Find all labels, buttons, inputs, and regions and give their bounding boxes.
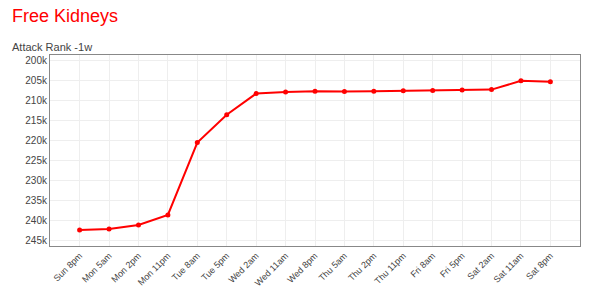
svg-text:Tue 5pm: Tue 5pm <box>199 251 231 283</box>
svg-text:240k: 240k <box>25 215 48 226</box>
svg-text:Sun 8pm: Sun 8pm <box>52 251 85 284</box>
svg-text:225k: 225k <box>25 155 48 166</box>
svg-text:Sat 11am: Sat 11am <box>492 251 526 285</box>
svg-text:220k: 220k <box>25 135 48 146</box>
svg-text:200k: 200k <box>25 55 48 66</box>
svg-text:Mon 2pm: Mon 2pm <box>109 251 143 285</box>
svg-text:Mon 5am: Mon 5am <box>80 251 114 285</box>
svg-text:Tue 8am: Tue 8am <box>170 251 202 283</box>
svg-text:Fri 5pm: Fri 5pm <box>438 251 467 280</box>
svg-text:Attack Rank -1w: Attack Rank -1w <box>12 41 92 53</box>
svg-text:Mon 11pm: Mon 11pm <box>136 251 173 288</box>
svg-text:245k: 245k <box>25 235 48 246</box>
svg-text:235k: 235k <box>25 195 48 206</box>
svg-text:210k: 210k <box>25 95 48 106</box>
svg-text:205k: 205k <box>25 75 48 86</box>
svg-text:Thu 5am: Thu 5am <box>317 251 349 283</box>
svg-text:Thu 11pm: Thu 11pm <box>373 251 408 286</box>
svg-text:Sat 8pm: Sat 8pm <box>524 251 555 282</box>
svg-text:Thu 2pm: Thu 2pm <box>346 251 378 283</box>
svg-text:Free Kidneys: Free Kidneys <box>12 6 118 26</box>
svg-text:230k: 230k <box>25 175 48 186</box>
svg-text:Fri 8am: Fri 8am <box>409 251 438 280</box>
svg-text:Wed 11am: Wed 11am <box>253 251 290 288</box>
svg-text:Wed 8pm: Wed 8pm <box>285 251 319 285</box>
svg-text:215k: 215k <box>25 115 48 126</box>
svg-text:Sat 2am: Sat 2am <box>465 251 496 282</box>
svg-text:Wed 2am: Wed 2am <box>227 251 261 285</box>
